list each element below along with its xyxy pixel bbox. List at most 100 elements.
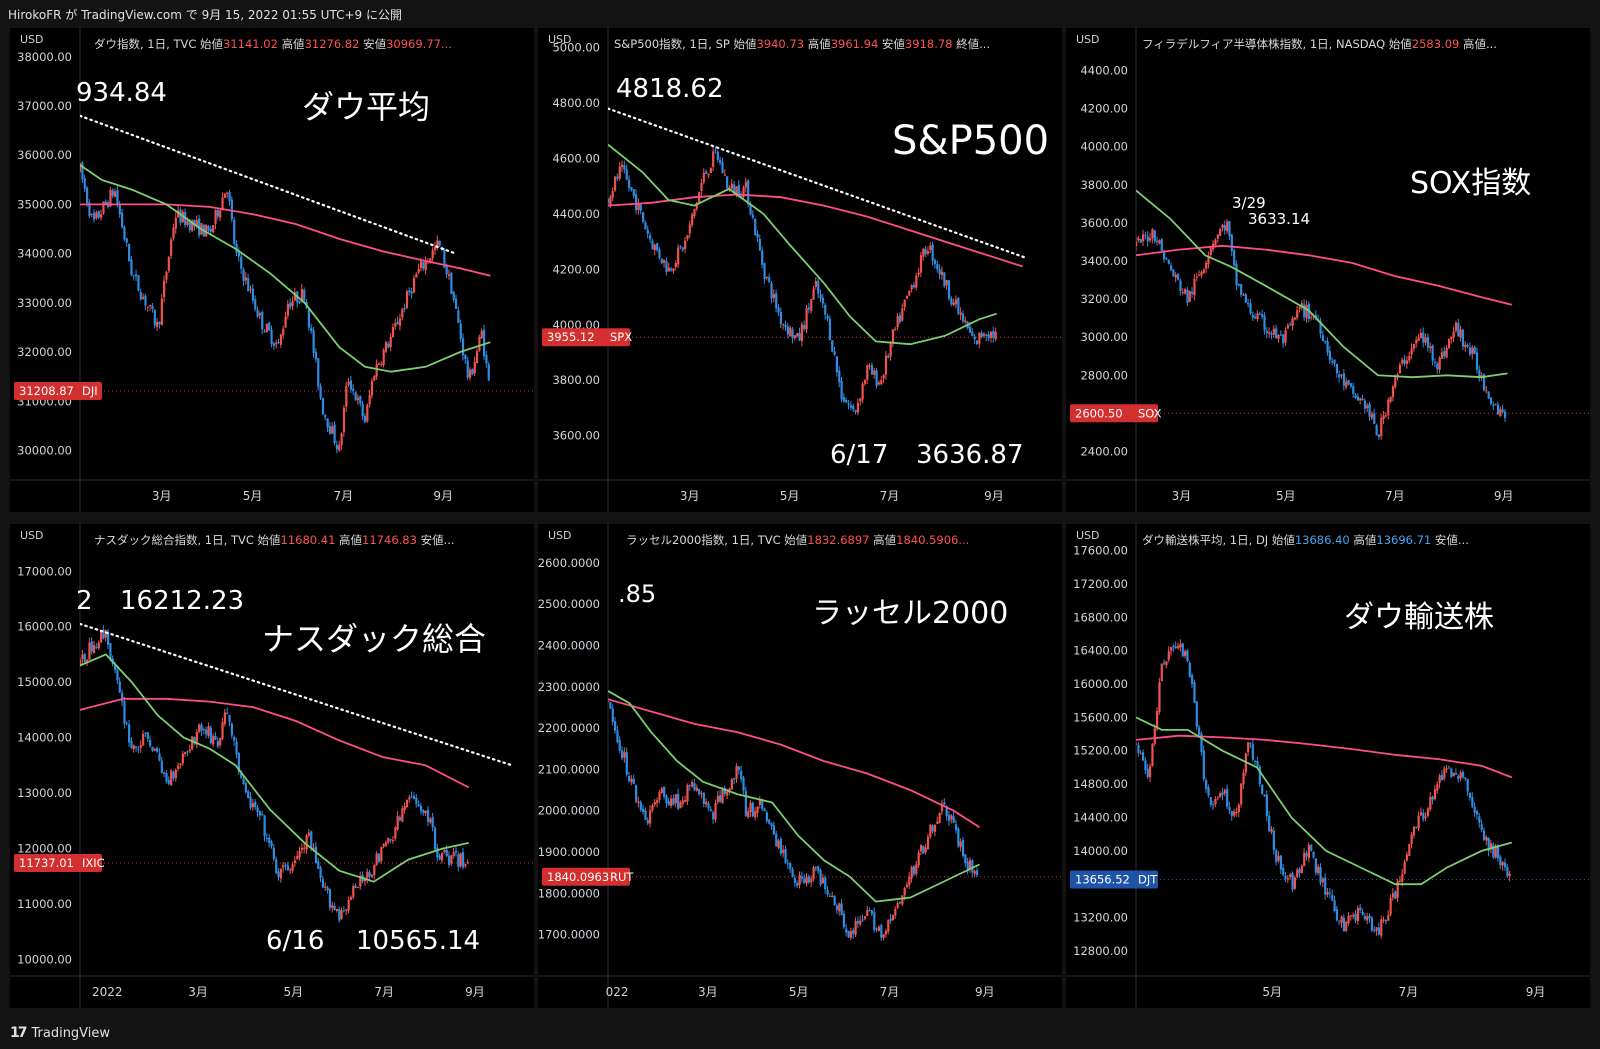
candle-body xyxy=(81,162,84,180)
candle-body xyxy=(240,771,243,778)
candle-body xyxy=(165,272,168,280)
candle-body xyxy=(1268,332,1271,334)
candle-body xyxy=(856,921,860,924)
candle-body xyxy=(436,847,439,858)
candle-body xyxy=(791,869,794,877)
last-price-value: 11737.01 xyxy=(19,856,74,870)
chart-svg-sox: 2400.002600.002800.003000.003200.003400.… xyxy=(1066,28,1590,512)
candle-body xyxy=(289,302,292,308)
candle-body xyxy=(389,839,392,841)
candle-body xyxy=(317,358,320,387)
candle-body xyxy=(214,735,217,740)
low-value: ... xyxy=(443,533,455,547)
candle-body xyxy=(1174,274,1177,278)
candle-body xyxy=(931,244,934,261)
y-tick-label: 30000.00 xyxy=(17,443,72,457)
candle-body xyxy=(693,208,696,216)
candle-body xyxy=(195,732,198,745)
last-price-badge xyxy=(14,854,102,873)
candle-body xyxy=(621,164,624,167)
candle-body xyxy=(887,355,890,358)
candle-body xyxy=(1293,877,1296,889)
candle-body xyxy=(1214,239,1217,245)
candle-body xyxy=(286,865,290,871)
candle-body xyxy=(93,212,96,220)
candle-body xyxy=(903,299,906,308)
candle-body xyxy=(1186,650,1189,662)
candle-body xyxy=(261,813,264,816)
candle-body xyxy=(1289,874,1292,878)
candle-body xyxy=(1272,328,1275,335)
candle-body xyxy=(1137,237,1140,241)
candle-body xyxy=(412,796,416,800)
candle-body xyxy=(775,833,778,847)
plot-area xyxy=(608,690,1062,941)
candle-body xyxy=(1174,646,1177,649)
candle-body xyxy=(632,189,635,196)
candle-body xyxy=(688,224,691,234)
symbol-badge: SOX xyxy=(1138,406,1162,420)
candle-body xyxy=(926,251,930,254)
candle-body xyxy=(698,789,701,795)
y-tick-label: 15200.00 xyxy=(1073,744,1128,758)
candle-body xyxy=(219,210,222,218)
candle-body xyxy=(693,783,696,790)
chart-panel-rut[interactable]: 1700.0000 1800.0000 1900.0000 2000.0000 2100… xyxy=(538,524,1062,1008)
candle-body xyxy=(894,908,897,916)
candle-body xyxy=(86,187,89,204)
candle-body xyxy=(1326,892,1329,895)
last-price-badge xyxy=(1070,404,1158,423)
candle-body xyxy=(922,846,925,854)
candle-body xyxy=(1149,766,1152,778)
candle-body xyxy=(1345,381,1348,388)
candle-body xyxy=(786,326,790,335)
chart-panel-ixic[interactable]: 10000.00 11000.00 12000.00 13000.00 14000.00… xyxy=(10,524,534,1008)
ohlc-info-legend: フィラデルフィア半導体株指数, 1日, NASDAQ 始値2583.09 高値.… xyxy=(1142,36,1497,52)
chart-panel-djt[interactable]: 12800.0013200.0013600.0014000.0014400.00… xyxy=(1066,524,1590,1008)
candle-body xyxy=(961,839,965,856)
candle-body xyxy=(735,766,738,779)
chart-panel-sox[interactable]: 2400.002600.002800.003000.003200.003400.… xyxy=(1066,28,1590,512)
candle-body xyxy=(249,796,252,808)
candle-body xyxy=(1247,303,1250,305)
candle-body xyxy=(665,261,668,272)
candle-body xyxy=(992,330,995,338)
candle-body xyxy=(1254,761,1257,763)
x-tick-label: 9月 xyxy=(1526,985,1546,999)
candle-body xyxy=(957,828,960,847)
candle-body xyxy=(842,913,846,928)
candle-body xyxy=(111,190,114,196)
candle-body xyxy=(733,778,736,780)
candle-body xyxy=(954,824,958,831)
candle-body xyxy=(1342,917,1346,932)
candle-body xyxy=(1403,359,1406,364)
candle-body xyxy=(1503,862,1507,868)
low-annotation: 3636.87 xyxy=(916,440,1024,470)
candle-body xyxy=(158,321,161,324)
candle-body xyxy=(835,356,839,372)
candle-body xyxy=(765,276,768,278)
candle-body xyxy=(433,246,437,251)
candle-body xyxy=(354,392,357,401)
candle-body xyxy=(447,274,451,276)
candle-body xyxy=(819,870,822,885)
candle-body xyxy=(730,183,733,189)
tradingview-footer[interactable]: 17 TradingView xyxy=(10,1025,110,1041)
chart-panel-dji[interactable]: 30000.00 31000.00 32000.00 33000.00 34000.00… xyxy=(10,28,534,512)
chart-panel-spx[interactable]: 3600.00 3800.00 4000.00 4200.00 4400.00 4600.… xyxy=(538,28,1062,512)
candle-body xyxy=(726,792,729,796)
candle-body xyxy=(975,870,979,876)
x-tick-label: 2022 xyxy=(92,985,123,999)
candle-body xyxy=(132,745,135,749)
x-tick-label: 7月 xyxy=(374,985,394,999)
candle-body xyxy=(1419,332,1423,339)
tradingview-logo-icon: 17 xyxy=(10,1025,28,1041)
candle-body xyxy=(1314,315,1318,318)
candle-body xyxy=(205,225,208,237)
candle-body xyxy=(667,267,670,272)
candle-body xyxy=(226,712,229,714)
candle-body xyxy=(838,370,841,383)
ma-fast-line xyxy=(1136,716,1513,886)
candle-body xyxy=(151,746,154,751)
candle-body xyxy=(1177,274,1180,280)
